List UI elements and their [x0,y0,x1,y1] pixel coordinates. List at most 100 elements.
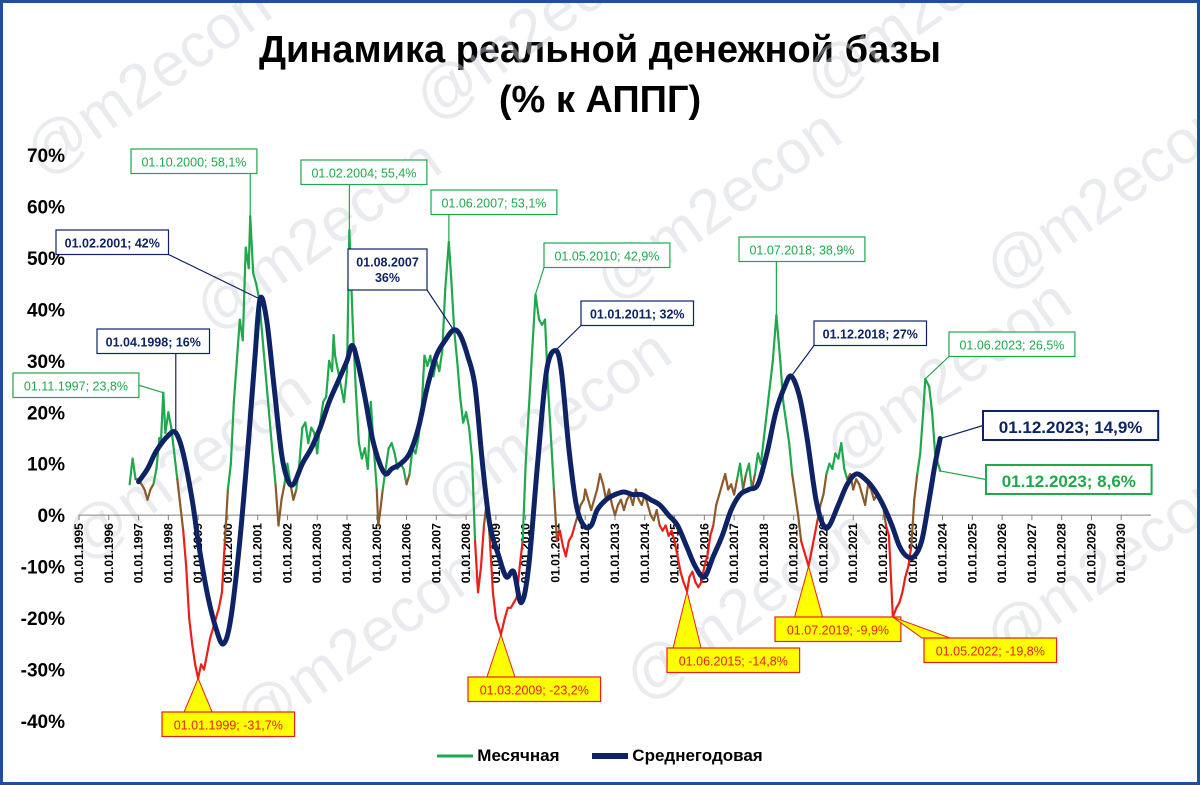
annotation-callout: 01.05.2022; -19,8% [892,616,1058,664]
series-monthly-segment [262,349,270,404]
subtitle-line: (% к АППГ) [498,79,702,121]
series-monthly-segment [613,503,620,517]
series-monthly-segment [887,534,892,568]
x-tick-label: 01.01.1997 [132,523,146,583]
annotation-label: 01.03.2009; -23,2% [480,684,589,698]
series-monthly-segment [785,421,791,445]
x-tick-label: 01.01.1995 [72,523,86,583]
series-monthly-segment [631,488,637,506]
series-monthly-segment [208,627,215,640]
series-monthly-segment [884,524,891,537]
series-monthly-segment [534,293,541,321]
series-monthly-segment [450,277,456,332]
series-monthly-segment [304,421,310,445]
annotation-callout: 01.06.2015; -14,8% [666,591,801,674]
series-monthly-segment [819,493,825,506]
series-monthly-segment [546,385,553,440]
watermark-text: @m2econ [401,3,673,134]
x-tick-label: 01.01.2029 [1084,523,1098,583]
series-monthly-segment [456,359,462,398]
series-monthly-segment [593,488,599,501]
series-monthly-segment [271,452,277,486]
annotation-callout: 01.02.2001; 42% [55,229,261,300]
series-monthly-segment [843,467,849,481]
series-monthly-segment [128,457,134,486]
annotation-box [738,236,866,263]
annotation-leader [534,267,545,295]
series-monthly-segment [685,575,691,593]
series-monthly-segment [476,565,483,594]
series-monthly-segment [173,452,179,481]
annotation-label: 01.11.1997; 23,8% [24,380,128,394]
legend-item-annual: Среднегодовая [592,746,763,766]
chart-svg: @m2econ @m2econ @m2econ@m2econ @m2econ @m2ec… [11,3,1197,754]
annotation-label: 01.10.2000; 58,1% [141,156,246,170]
annotation-label: 01.06.2015; -14,8% [679,655,788,669]
annotation-label: 01.12.2023; 8,6% [1002,472,1136,491]
series-monthly-segment [524,411,530,465]
series-monthly-segment [235,318,241,362]
series-monthly-segment [298,426,304,465]
series-monthly-segment [191,642,197,666]
annotation-callout: 01.11.1997; 23,8% [12,372,164,399]
annotation-callout: 01.01.1999; -31,7% [161,676,296,738]
y-tick-label: 20% [27,403,65,424]
annotation-label: 01.04.1998; 16% [106,336,201,350]
series-monthly-segment [788,442,794,476]
series-monthly-segment [252,272,258,285]
annotation-label: 36% [375,271,400,285]
series-monthly-segment [807,550,813,568]
series-monthly-segment [146,488,152,501]
series-monthly-segment [822,472,828,496]
series-monthly-segment [518,539,524,568]
title-line: Динамика реальной денежной базы [258,29,942,71]
series-monthly-segment [214,606,221,620]
annotation-callout: 01.06.2007; 53,1% [430,189,558,242]
series-monthly-segment [762,411,768,440]
legend: Месячная Среднегодовая [3,745,1197,766]
annotation-leader [924,356,950,380]
annotation-label: 01.02.2001; 42% [65,237,160,251]
annotation-leader [939,424,984,440]
series-monthly-segment [891,606,898,619]
series-monthly-segment [332,333,337,357]
x-tick-label: 01.01.2025 [965,523,979,583]
series-monthly-segment [670,529,676,543]
series-monthly-segment [390,442,396,455]
series-monthly-segment [438,349,444,373]
series-monthly-segment [292,488,298,501]
annotation-box [347,248,428,291]
annotation-pointer [183,676,213,713]
annotation-box [666,647,801,674]
series-monthly-segment [590,498,596,512]
annotation-label: 01.07.2018; 38,9% [749,244,854,258]
y-tick-label: -20% [21,609,65,630]
annotation-box [467,676,602,703]
annotation-box [55,229,170,256]
series-monthly-segment [378,488,384,517]
series-monthly-segment [491,591,497,620]
series-monthly-segment [724,472,730,491]
annotation-leader [790,345,815,377]
series-monthly-segment [503,606,509,620]
series-monthly-segment [185,565,191,620]
legend-label-monthly: Месячная [477,745,560,765]
annotation-box [923,637,1058,664]
watermark-text: @m2econ [811,265,1083,484]
y-tick-label: 60% [27,197,65,218]
x-tick-label: 01.01.1998 [161,523,175,583]
x-tick-label: 01.01.2022 [876,523,890,583]
series-monthly-segment [229,400,235,465]
series-monthly-segment [810,534,816,553]
series-monthly-segment [384,447,390,470]
y-tick-label: -40% [21,712,65,733]
series-monthly-segment [232,359,238,404]
series-monthly-segment [759,436,765,465]
series-monthly-segment [530,293,537,362]
annotation-callout: 01.07.2018; 38,9% [738,236,866,316]
series-monthly-segment [182,529,188,568]
series-monthly-segment [226,462,232,491]
annotation-label: 01.01.2011; 32% [590,308,685,322]
